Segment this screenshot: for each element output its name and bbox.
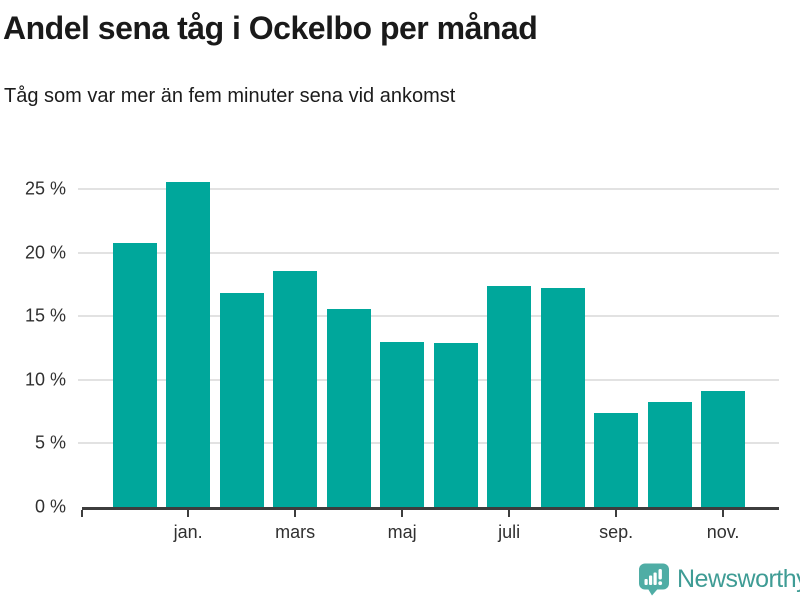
gridline-20pct xyxy=(78,251,779,254)
x-axis-label-jan.: jan. xyxy=(173,522,203,542)
x-axis-tick-jan. xyxy=(187,510,190,517)
y-axis-label-5pct: 5 % xyxy=(34,432,66,453)
bar-sep. xyxy=(594,412,639,507)
gridline-10pct xyxy=(78,378,779,381)
bar-feb. xyxy=(219,293,264,507)
bar-jan. xyxy=(166,181,211,507)
chart-subtitle: Tåg som var mer än fem minuter sena vid … xyxy=(4,85,456,107)
y-axis-label-15pct: 15 % xyxy=(24,305,66,326)
x-axis-tick-juli xyxy=(508,510,511,517)
chart-title: Andel sena tåg i Ockelbo per månad xyxy=(3,10,538,46)
y-axis-label-0pct: 0 % xyxy=(34,496,66,517)
bar-maj xyxy=(380,341,425,507)
newsworthy-wordmark: Newsworthy xyxy=(677,564,800,593)
y-axis-label-10pct: 10 % xyxy=(24,369,66,390)
bar-juni xyxy=(433,343,478,507)
bar-aug. xyxy=(540,288,585,507)
gridline-15pct xyxy=(78,315,779,318)
bar-mars xyxy=(273,270,318,507)
newsworthy-logo[interactable]: Newsworthy xyxy=(638,562,800,596)
x-axis-tick-sep. xyxy=(615,510,618,517)
bar-dec. xyxy=(112,242,157,507)
x-axis-label-maj: maj xyxy=(387,522,417,542)
x-axis-edge-tick xyxy=(81,510,83,517)
x-axis-line xyxy=(82,507,779,510)
x-axis-tick-maj xyxy=(401,510,404,517)
newsworthy-logo-icon xyxy=(639,563,669,595)
x-axis-tick-mars xyxy=(294,510,297,517)
bar-nov. xyxy=(701,391,746,507)
x-axis-label-nov.: nov. xyxy=(706,522,740,542)
x-axis-tick-nov. xyxy=(722,510,725,517)
y-axis-label-25pct: 25 % xyxy=(24,178,66,199)
x-axis-label-juli: juli xyxy=(498,522,521,542)
x-axis-label-mars: mars xyxy=(275,522,316,542)
bar-juli xyxy=(487,285,532,507)
y-axis-label-20pct: 20 % xyxy=(24,242,66,263)
bar-okt. xyxy=(647,401,692,507)
bar-apr. xyxy=(326,308,371,507)
x-axis-label-sep.: sep. xyxy=(599,522,634,542)
gridline-5pct xyxy=(78,442,779,445)
gridline-25pct xyxy=(78,188,779,191)
